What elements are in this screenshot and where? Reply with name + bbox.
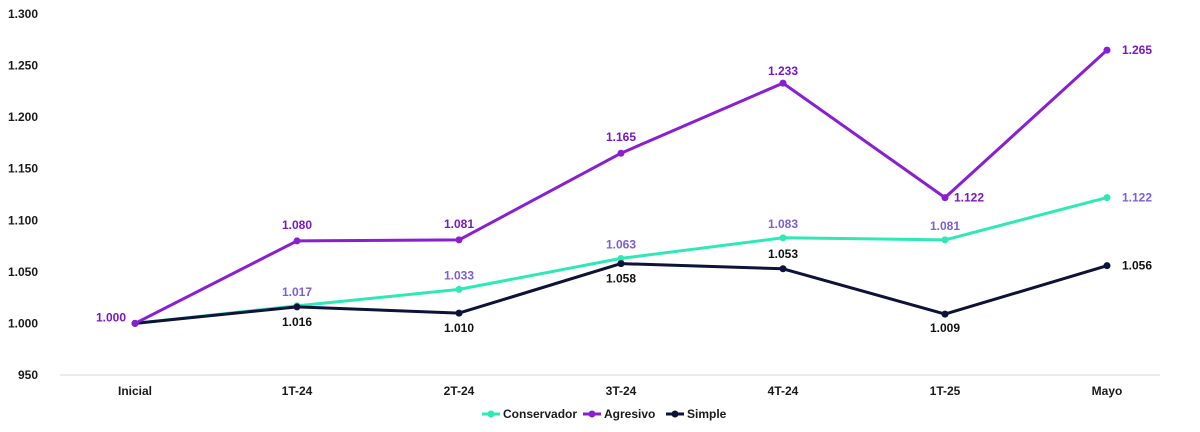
y-tick-label: 1.050: [8, 265, 38, 279]
series-simple: [131, 260, 1111, 327]
data-label-agresivo: 1.233: [768, 64, 798, 78]
data-point: [1103, 194, 1111, 202]
data-label-conservador: 1.083: [768, 217, 798, 231]
y-axis: 950 1.000 1.050 1.100 1.150 1.200 1.250 1.300: [8, 7, 38, 382]
legend-item-simple: Simple: [666, 407, 727, 421]
data-point: [617, 260, 625, 268]
data-label-conservador: 1.122: [1122, 191, 1152, 205]
series-agresivo: [131, 46, 1111, 327]
data-labels-layer: 1.017 1.033 1.063 1.083 1.081 1.122 1.000 1.080…: [96, 43, 1152, 335]
data-label-agresivo: 1.000: [96, 310, 126, 324]
data-point: [779, 265, 787, 273]
data-point: [293, 237, 301, 245]
data-label-simple: 1.056: [1122, 259, 1152, 273]
data-label-simple: 1.058: [606, 272, 636, 286]
legend: Conservador Agresivo Simple: [482, 407, 727, 421]
y-tick-label: 1.250: [8, 59, 38, 73]
data-label-simple: 1.009: [930, 321, 960, 335]
data-point: [617, 254, 625, 262]
x-tick-label: Inicial: [118, 384, 152, 398]
data-label-agresivo: 1.122: [954, 191, 984, 205]
legend-label: Conservador: [503, 407, 577, 421]
y-tick-label: 1.150: [8, 162, 38, 176]
data-point: [779, 79, 787, 87]
data-label-conservador: 1.017: [282, 285, 312, 299]
data-point: [941, 236, 949, 244]
legend-item-agresivo: Agresivo: [583, 407, 655, 421]
y-tick-label: 1.000: [8, 316, 38, 330]
legend-label: Simple: [687, 407, 727, 421]
data-label-agresivo: 1.265: [1122, 43, 1152, 57]
data-point: [617, 149, 625, 157]
legend-label: Agresivo: [604, 407, 655, 421]
data-point: [1103, 262, 1111, 270]
data-point: [131, 319, 139, 327]
data-label-simple: 1.053: [768, 247, 798, 261]
legend-item-conservador: Conservador: [482, 407, 577, 421]
data-point: [455, 309, 463, 317]
data-point: [1103, 46, 1111, 54]
x-axis: Inicial 1T-24 2T-24 3T-24 4T-24 1T-25 Mayo: [60, 374, 1160, 398]
y-tick-label: 950: [18, 368, 38, 382]
data-label-simple: 1.010: [444, 321, 474, 335]
x-tick-label: 4T-24: [768, 384, 799, 398]
legend-swatch-marker: [487, 410, 495, 418]
data-label-simple: 1.016: [282, 315, 312, 329]
data-point: [455, 285, 463, 293]
data-label-agresivo: 1.080: [282, 218, 312, 232]
x-tick-label: 2T-24: [444, 384, 475, 398]
legend-swatch-marker: [588, 410, 596, 418]
data-point: [941, 194, 949, 202]
data-label-conservador: 1.081: [930, 219, 960, 233]
data-label-conservador: 1.033: [444, 268, 474, 282]
y-tick-label: 1.300: [8, 7, 38, 21]
data-label-agresivo: 1.081: [444, 217, 474, 231]
x-tick-label: 1T-24: [282, 384, 313, 398]
x-tick-label: 3T-24: [606, 384, 637, 398]
data-point: [779, 234, 787, 242]
data-point: [455, 236, 463, 244]
y-tick-label: 1.200: [8, 110, 38, 124]
data-point: [293, 303, 301, 311]
series-layer: [131, 46, 1111, 327]
x-tick-label: 1T-25: [930, 384, 961, 398]
x-tick-label: Mayo: [1092, 384, 1123, 398]
legend-swatch-marker: [671, 410, 679, 418]
data-point: [941, 310, 949, 318]
data-label-agresivo: 1.165: [606, 130, 636, 144]
y-tick-label: 1.100: [8, 213, 38, 227]
data-label-conservador: 1.063: [606, 237, 636, 251]
